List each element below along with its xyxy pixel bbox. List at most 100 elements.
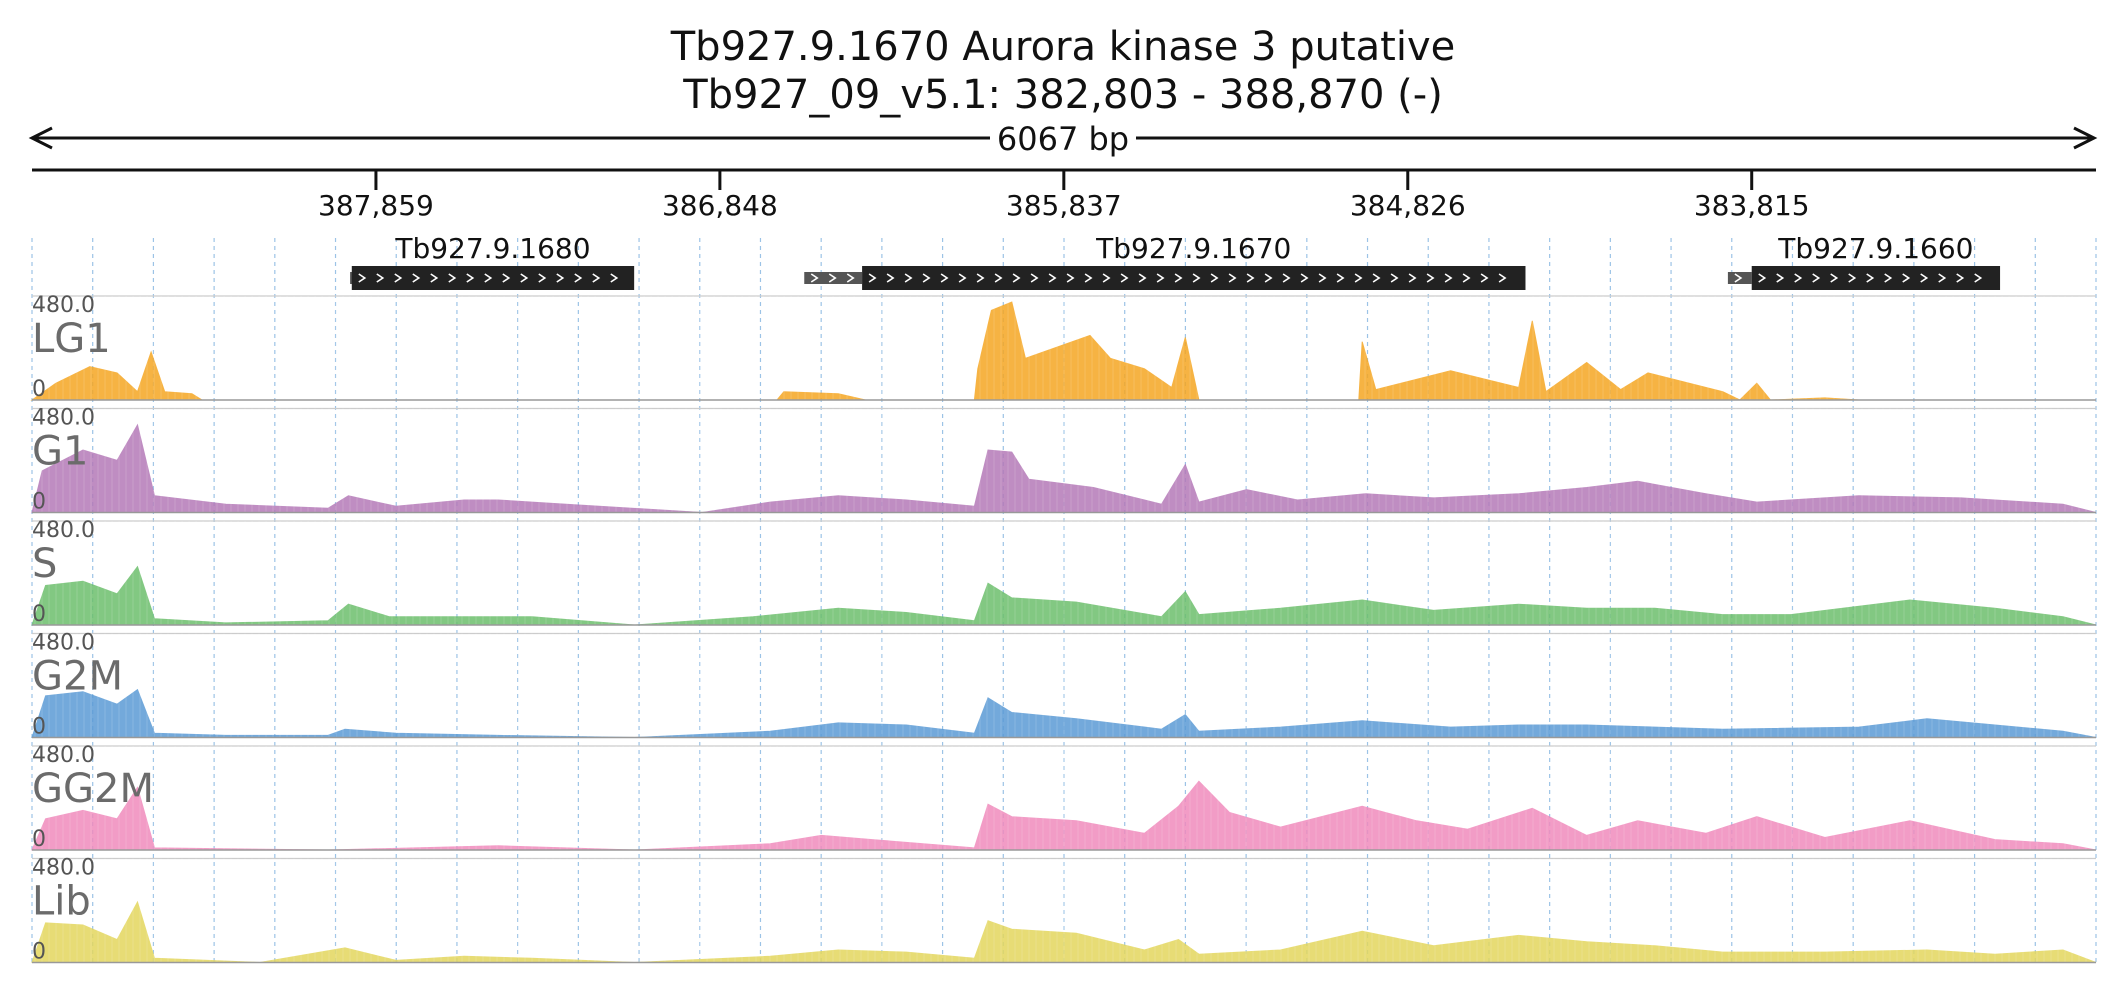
- strand-arrow-icon: [868, 273, 877, 283]
- coverage-hatch: [34, 633, 2094, 738]
- track-max-label: 480.0: [32, 293, 95, 318]
- track-name-label: LG1: [32, 316, 111, 362]
- strand-arrow-icon: [922, 273, 931, 283]
- strand-arrow-icon: [376, 273, 385, 283]
- ruler-tick-label: 383,815: [1694, 189, 1810, 222]
- coverage-area: [31, 688, 2097, 739]
- track-zero-label: 0: [32, 602, 46, 627]
- strand-arrow-icon: [1156, 273, 1165, 283]
- strand-arrow-icon: [1174, 273, 1183, 283]
- strand-arrow-icon: [940, 273, 949, 283]
- track-zero-label: 0: [32, 940, 46, 965]
- track-zero-label: 0: [32, 490, 46, 515]
- strand-arrow-icon: [976, 273, 985, 283]
- track-max-label: 480.0: [32, 743, 95, 768]
- span-arrow: 6067 bp: [28, 120, 2098, 158]
- strand-arrow-icon: [1120, 273, 1129, 283]
- strand-arrow-icon: [846, 273, 855, 283]
- gene-cds: [862, 266, 1526, 290]
- strand-arrow-icon: [1408, 273, 1417, 283]
- gene-cds: [351, 266, 635, 290]
- gene-cds: [1751, 266, 2001, 290]
- title-line1: Tb927.9.1670 Aurora kinase 3 putative: [670, 24, 1455, 70]
- track-name-label: G1: [32, 429, 88, 475]
- strand-arrow-icon: [1192, 273, 1201, 283]
- track-zero-label: 0: [32, 715, 46, 740]
- strand-arrow-icon: [1048, 273, 1057, 283]
- ruler: 387,859 386,848 385,837 384,826 383,815: [32, 168, 2096, 222]
- span-label: 6067 bp: [997, 120, 1129, 158]
- gene-label: Tb927.9.1670: [1095, 232, 1291, 265]
- strand-arrow-icon: [1920, 273, 1929, 283]
- strand-arrow-icon: [1462, 273, 1471, 283]
- strand-arrow-icon: [1246, 273, 1255, 283]
- coverage-hatch: [34, 408, 2094, 513]
- strand-arrow-icon: [1480, 273, 1489, 283]
- gene-utr: [350, 272, 354, 284]
- track-name-label: Lib: [32, 879, 91, 925]
- gene-track: Tb927.9.1680 Tb927.9.1670 Tb927.9.1660: [350, 232, 2001, 290]
- strand-arrow-icon: [556, 273, 565, 283]
- strand-arrow-icon: [1264, 273, 1273, 283]
- strand-arrow-icon: [1902, 273, 1911, 283]
- strand-arrow-icon: [958, 273, 967, 283]
- strand-arrow-icon: [1848, 273, 1857, 283]
- gene-label: Tb927.9.1660: [1777, 232, 1973, 265]
- strand-arrow-icon: [502, 273, 511, 283]
- gene-model: Tb927.9.1670: [804, 232, 1526, 290]
- strand-arrow-icon: [1830, 273, 1839, 283]
- strand-arrow-icon: [1318, 273, 1327, 283]
- strand-arrow-icon: [1372, 273, 1381, 283]
- coverage-track-s: 480.0S 0: [31, 518, 2097, 627]
- strand-arrow-icon: [1282, 273, 1291, 283]
- strand-arrow-icon: [994, 273, 1003, 283]
- strand-arrow-icon: [1884, 273, 1893, 283]
- gene-model: Tb927.9.1660: [1727, 232, 2001, 290]
- strand-arrow-icon: [574, 273, 583, 283]
- strand-arrow-icon: [610, 273, 619, 283]
- coverage-hatch: [34, 296, 2094, 400]
- coverage-tracks: 480.0LG10480.0G10480.0S0480.0G2M0480.0GG…: [30, 293, 2097, 965]
- coverage-hatch: [34, 858, 2094, 963]
- strand-arrow-icon: [1866, 273, 1875, 283]
- strand-arrow-icon: [430, 273, 439, 283]
- track-max-label: 480.0: [32, 631, 95, 656]
- ruler-tick-label: 387,859: [318, 189, 434, 222]
- strand-arrow-icon: [448, 273, 457, 283]
- strand-arrow-icon: [1956, 273, 1965, 283]
- strand-arrow-icon: [1102, 273, 1111, 283]
- strand-arrow-icon: [1776, 273, 1785, 283]
- arrow-left-icon: [28, 126, 53, 150]
- strand-arrow-icon: [1084, 273, 1093, 283]
- coverage-area: [31, 565, 2097, 626]
- gene-label: Tb927.9.1680: [394, 232, 590, 265]
- track-zero-label: 0: [32, 827, 46, 852]
- track-max-label: 480.0: [32, 406, 95, 431]
- track-name-label: G2M: [32, 654, 123, 700]
- ruler-tick-label: 384,826: [1350, 189, 1466, 222]
- coverage-track-g1: 480.0G1 0: [31, 406, 2097, 515]
- strand-arrow-icon: [1066, 273, 1075, 283]
- ruler-ticks: 387,859 386,848 385,837 384,826 383,815: [318, 170, 1810, 222]
- strand-arrow-icon: [520, 273, 529, 283]
- strand-arrow-icon: [1228, 273, 1237, 283]
- ruler-tick-label: 386,848: [662, 189, 778, 222]
- gene-model: Tb927.9.1680: [350, 232, 635, 290]
- coverage-hatch: [34, 746, 2094, 850]
- strand-arrow-icon: [1426, 273, 1435, 283]
- arrow-right-icon: [2073, 126, 2098, 150]
- strand-arrow-icon: [828, 273, 837, 283]
- track-max-label: 480.0: [32, 518, 95, 543]
- strand-arrow-icon: [592, 273, 601, 283]
- strand-arrow-icon: [1210, 273, 1219, 283]
- strand-arrow-icon: [1794, 273, 1803, 283]
- strand-arrow-icon: [1354, 273, 1363, 283]
- strand-arrow-icon: [810, 273, 819, 283]
- coverage-area: [31, 900, 2097, 964]
- strand-arrow-icon: [904, 273, 913, 283]
- strand-arrow-icon: [1498, 273, 1507, 283]
- strand-arrow-icon: [1974, 273, 1983, 283]
